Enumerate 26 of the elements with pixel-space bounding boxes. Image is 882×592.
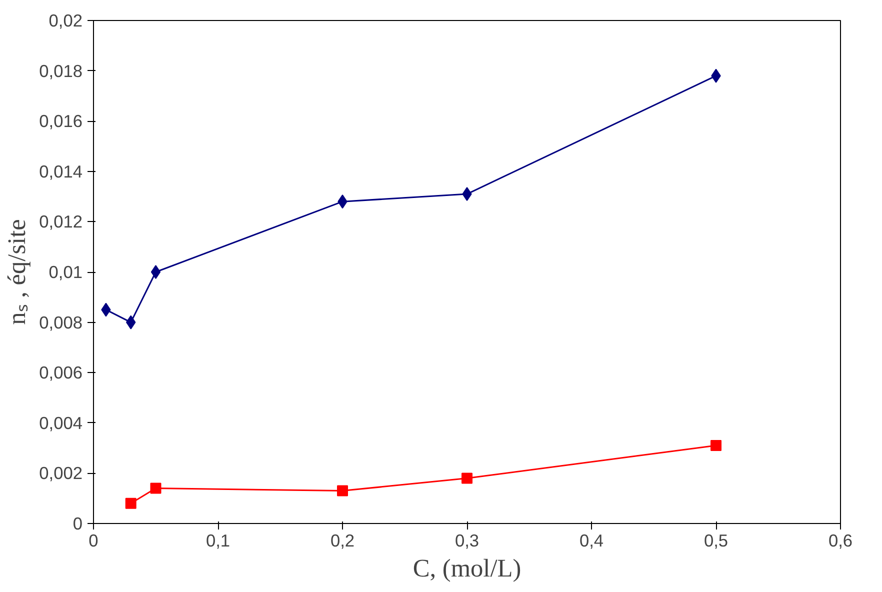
x-tick-label: 0,6	[828, 530, 853, 550]
x-axis-title: C, (mol/L)	[412, 554, 522, 582]
point	[337, 485, 348, 496]
point	[125, 498, 136, 509]
x-tick-label: 0,1	[206, 530, 230, 550]
point	[150, 482, 162, 494]
y-tick-label: 0,008	[39, 312, 83, 332]
y-tick-label: 0	[72, 514, 83, 534]
y-tick-label: 0,004	[39, 412, 83, 433]
y-tick-label: 0,012	[39, 212, 83, 232]
x-tick-label: 0	[88, 530, 98, 550]
point	[462, 472, 472, 484]
y-tick-label: 0,016	[39, 111, 83, 132]
y-tick-label: 0,014	[39, 161, 83, 182]
x-tick-label: 0,2	[330, 530, 355, 550]
y-tick-label: 0,006	[39, 362, 83, 383]
point	[150, 265, 161, 279]
y-tick-label: 0,002	[39, 463, 83, 484]
point	[710, 440, 722, 452]
y-axis-title: nₛ , éq/site	[3, 219, 32, 325]
x-tick-label: 0,5	[704, 530, 728, 550]
x-tick-label: 0,3	[454, 530, 480, 550]
x-tick-label: 0,4	[579, 530, 604, 550]
y-tick-label: 0,018	[39, 60, 83, 81]
y-tick-label: 0,01	[48, 262, 83, 282]
y-tick-label: 0,02	[48, 10, 83, 30]
